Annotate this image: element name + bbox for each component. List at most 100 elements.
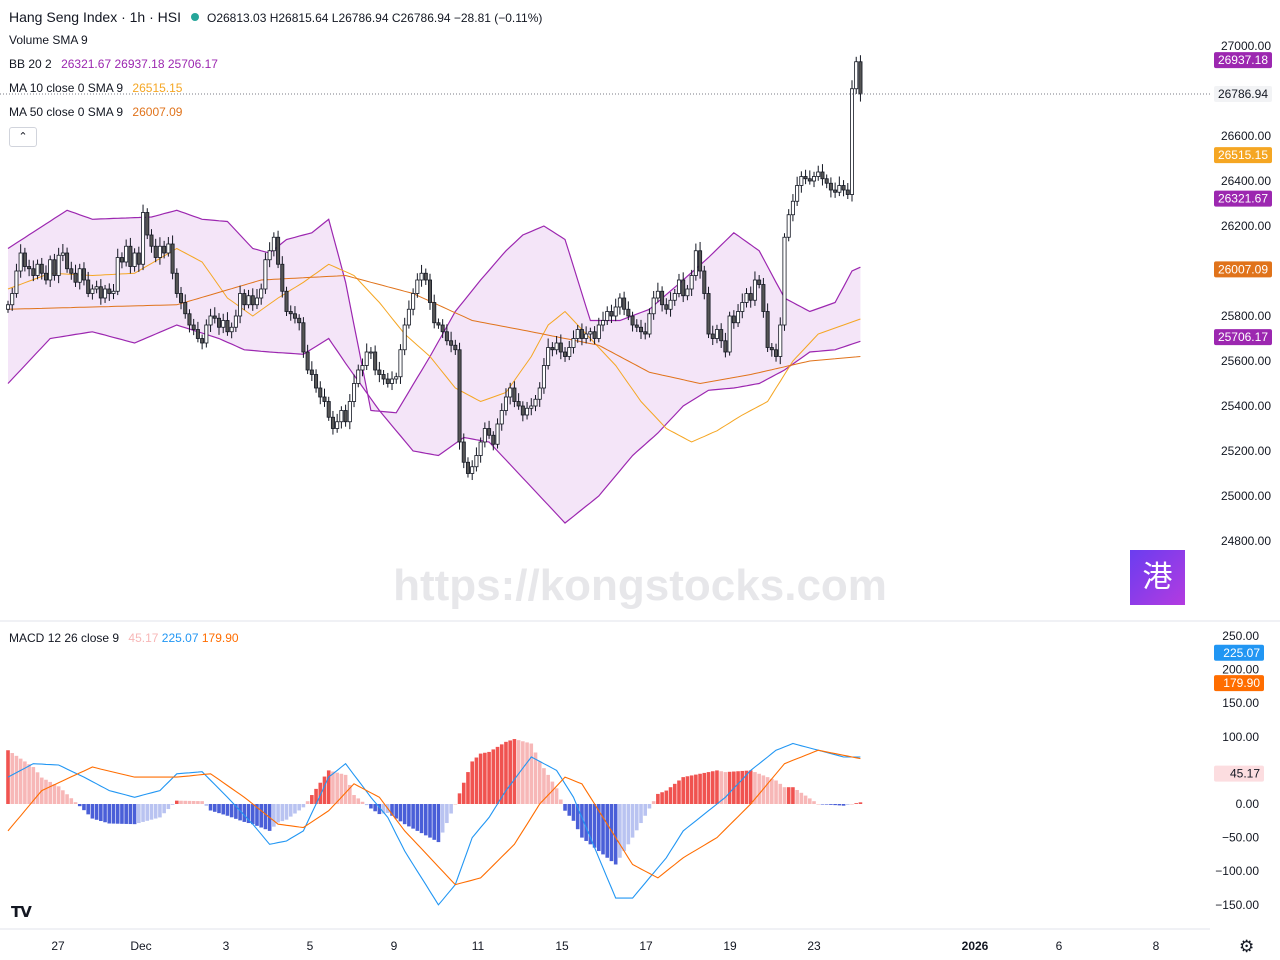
macd-histogram-bar bbox=[656, 793, 660, 804]
candle-body bbox=[727, 315, 732, 353]
candle-body bbox=[837, 185, 842, 193]
candle-body bbox=[432, 302, 437, 324]
macd-histogram-bar bbox=[508, 740, 512, 804]
candle-body bbox=[676, 279, 681, 294]
candle-body bbox=[622, 297, 627, 310]
candle-body bbox=[651, 297, 656, 315]
candle-body bbox=[537, 387, 542, 400]
candle-body bbox=[807, 178, 812, 182]
macd-histogram-bar bbox=[48, 781, 52, 804]
candle-body bbox=[132, 252, 137, 267]
macd-histogram-bar bbox=[272, 804, 276, 827]
macd-histogram-bar bbox=[398, 804, 403, 822]
gear-icon[interactable]: ⚙ bbox=[1239, 937, 1255, 956]
tradingview-logo[interactable]: TV bbox=[11, 903, 32, 921]
candle-body bbox=[841, 185, 846, 191]
candle-body bbox=[98, 286, 103, 299]
macd-histogram-bar bbox=[626, 804, 631, 845]
candle-body bbox=[626, 308, 631, 317]
candle-body bbox=[588, 331, 593, 335]
candle-body bbox=[660, 290, 665, 306]
candle-body bbox=[499, 410, 504, 425]
legend-volume[interactable]: Volume SMA 9 bbox=[9, 33, 88, 47]
macd-histogram-bar bbox=[187, 800, 192, 804]
price-label-ma10: 26515.15 bbox=[1218, 148, 1268, 162]
candle-body bbox=[322, 396, 327, 402]
macd-histogram-bar bbox=[677, 780, 681, 804]
macd-histogram-bar bbox=[542, 768, 546, 804]
candle-body bbox=[86, 279, 91, 294]
symbol-title[interactable]: Hang Seng Index · 1h · HSI bbox=[9, 9, 181, 25]
macd-histogram-bar bbox=[35, 772, 40, 804]
macd-axis-tick: 250.00 bbox=[1222, 629, 1259, 643]
macd-histogram-bar bbox=[546, 774, 550, 804]
macd-histogram-bar bbox=[238, 804, 242, 821]
candle-body bbox=[449, 340, 454, 346]
candle-body bbox=[786, 214, 791, 238]
macd-histogram-bar bbox=[854, 803, 859, 804]
legend-bb[interactable]: BB 20 2 26321.67 26937.18 25706.17 bbox=[9, 57, 218, 71]
candle-body bbox=[339, 410, 344, 423]
macd-axis-tick: 100.00 bbox=[1222, 730, 1259, 744]
candle-body bbox=[301, 322, 306, 353]
candle-body bbox=[470, 466, 475, 474]
candle-body bbox=[343, 410, 348, 423]
legend-ma10[interactable]: MA 10 close 0 SMA 9 26515.15 bbox=[9, 81, 183, 95]
price-axis-tick: 25000.00 bbox=[1221, 489, 1271, 503]
macd-histogram-bar bbox=[618, 804, 622, 858]
macd-label-macd: 225.07 bbox=[1223, 646, 1260, 660]
macd-histogram-bar bbox=[461, 782, 466, 804]
candle-body bbox=[225, 320, 230, 333]
macd-histogram-bar bbox=[69, 798, 74, 804]
macd-histogram-bar bbox=[824, 804, 829, 805]
macd-histogram-bar bbox=[609, 804, 614, 862]
macd-histogram-bar bbox=[212, 804, 217, 812]
macd-histogram-bar bbox=[445, 804, 449, 824]
candle-body bbox=[318, 387, 323, 398]
legend-ma50[interactable]: MA 50 close 0 SMA 9 26007.09 bbox=[9, 105, 183, 119]
candle-body bbox=[744, 293, 749, 303]
candle-body bbox=[415, 279, 420, 294]
legend-macd[interactable]: MACD 12 26 close 9 45.17 225.07 179.90 bbox=[9, 631, 239, 645]
candle-body bbox=[411, 293, 416, 310]
macd-histogram-bar bbox=[14, 755, 19, 804]
collapse-legend-button[interactable]: ⌃ bbox=[9, 127, 37, 147]
macd-histogram-bar bbox=[592, 804, 597, 848]
macd-histogram-bar bbox=[124, 804, 128, 824]
macd-histogram-bar bbox=[664, 790, 669, 804]
macd-histogram-bar bbox=[829, 804, 833, 805]
macd-histogram-bar bbox=[774, 780, 778, 804]
macd-histogram-bar bbox=[850, 804, 854, 805]
candle-body bbox=[330, 416, 335, 429]
macd-histogram-bar bbox=[297, 804, 301, 811]
candle-body bbox=[698, 250, 703, 272]
macd-histogram-bar bbox=[65, 794, 69, 804]
macd-histogram-bar bbox=[322, 776, 327, 804]
candle-body bbox=[757, 279, 762, 285]
macd-histogram-bar bbox=[584, 804, 588, 841]
macd-histogram-bar bbox=[343, 774, 348, 804]
candle-body bbox=[242, 293, 247, 306]
candle-body bbox=[305, 351, 310, 371]
macd-histogram-bar bbox=[837, 804, 842, 806]
candle-body bbox=[563, 351, 568, 357]
candle-body bbox=[136, 252, 141, 265]
macd-histogram-bar bbox=[339, 773, 344, 804]
macd-histogram-bar bbox=[331, 771, 335, 804]
market-status-icon bbox=[191, 13, 199, 21]
macd-histogram-bar bbox=[512, 739, 517, 804]
macd-histogram-bar bbox=[356, 798, 361, 804]
price-label-last-bg bbox=[1214, 85, 1272, 102]
candle-body bbox=[487, 428, 492, 436]
macd-histogram-bar bbox=[82, 804, 86, 811]
candle-body bbox=[630, 315, 635, 326]
macd-histogram-bar bbox=[149, 804, 154, 820]
macd-histogram-bar bbox=[284, 804, 289, 820]
candle-body bbox=[385, 378, 390, 384]
candle-body bbox=[153, 245, 158, 258]
price-label-bb_upper: 26937.18 bbox=[1218, 53, 1268, 67]
candle-body bbox=[740, 302, 745, 312]
candle-body bbox=[347, 401, 352, 423]
candle-body bbox=[685, 288, 690, 297]
